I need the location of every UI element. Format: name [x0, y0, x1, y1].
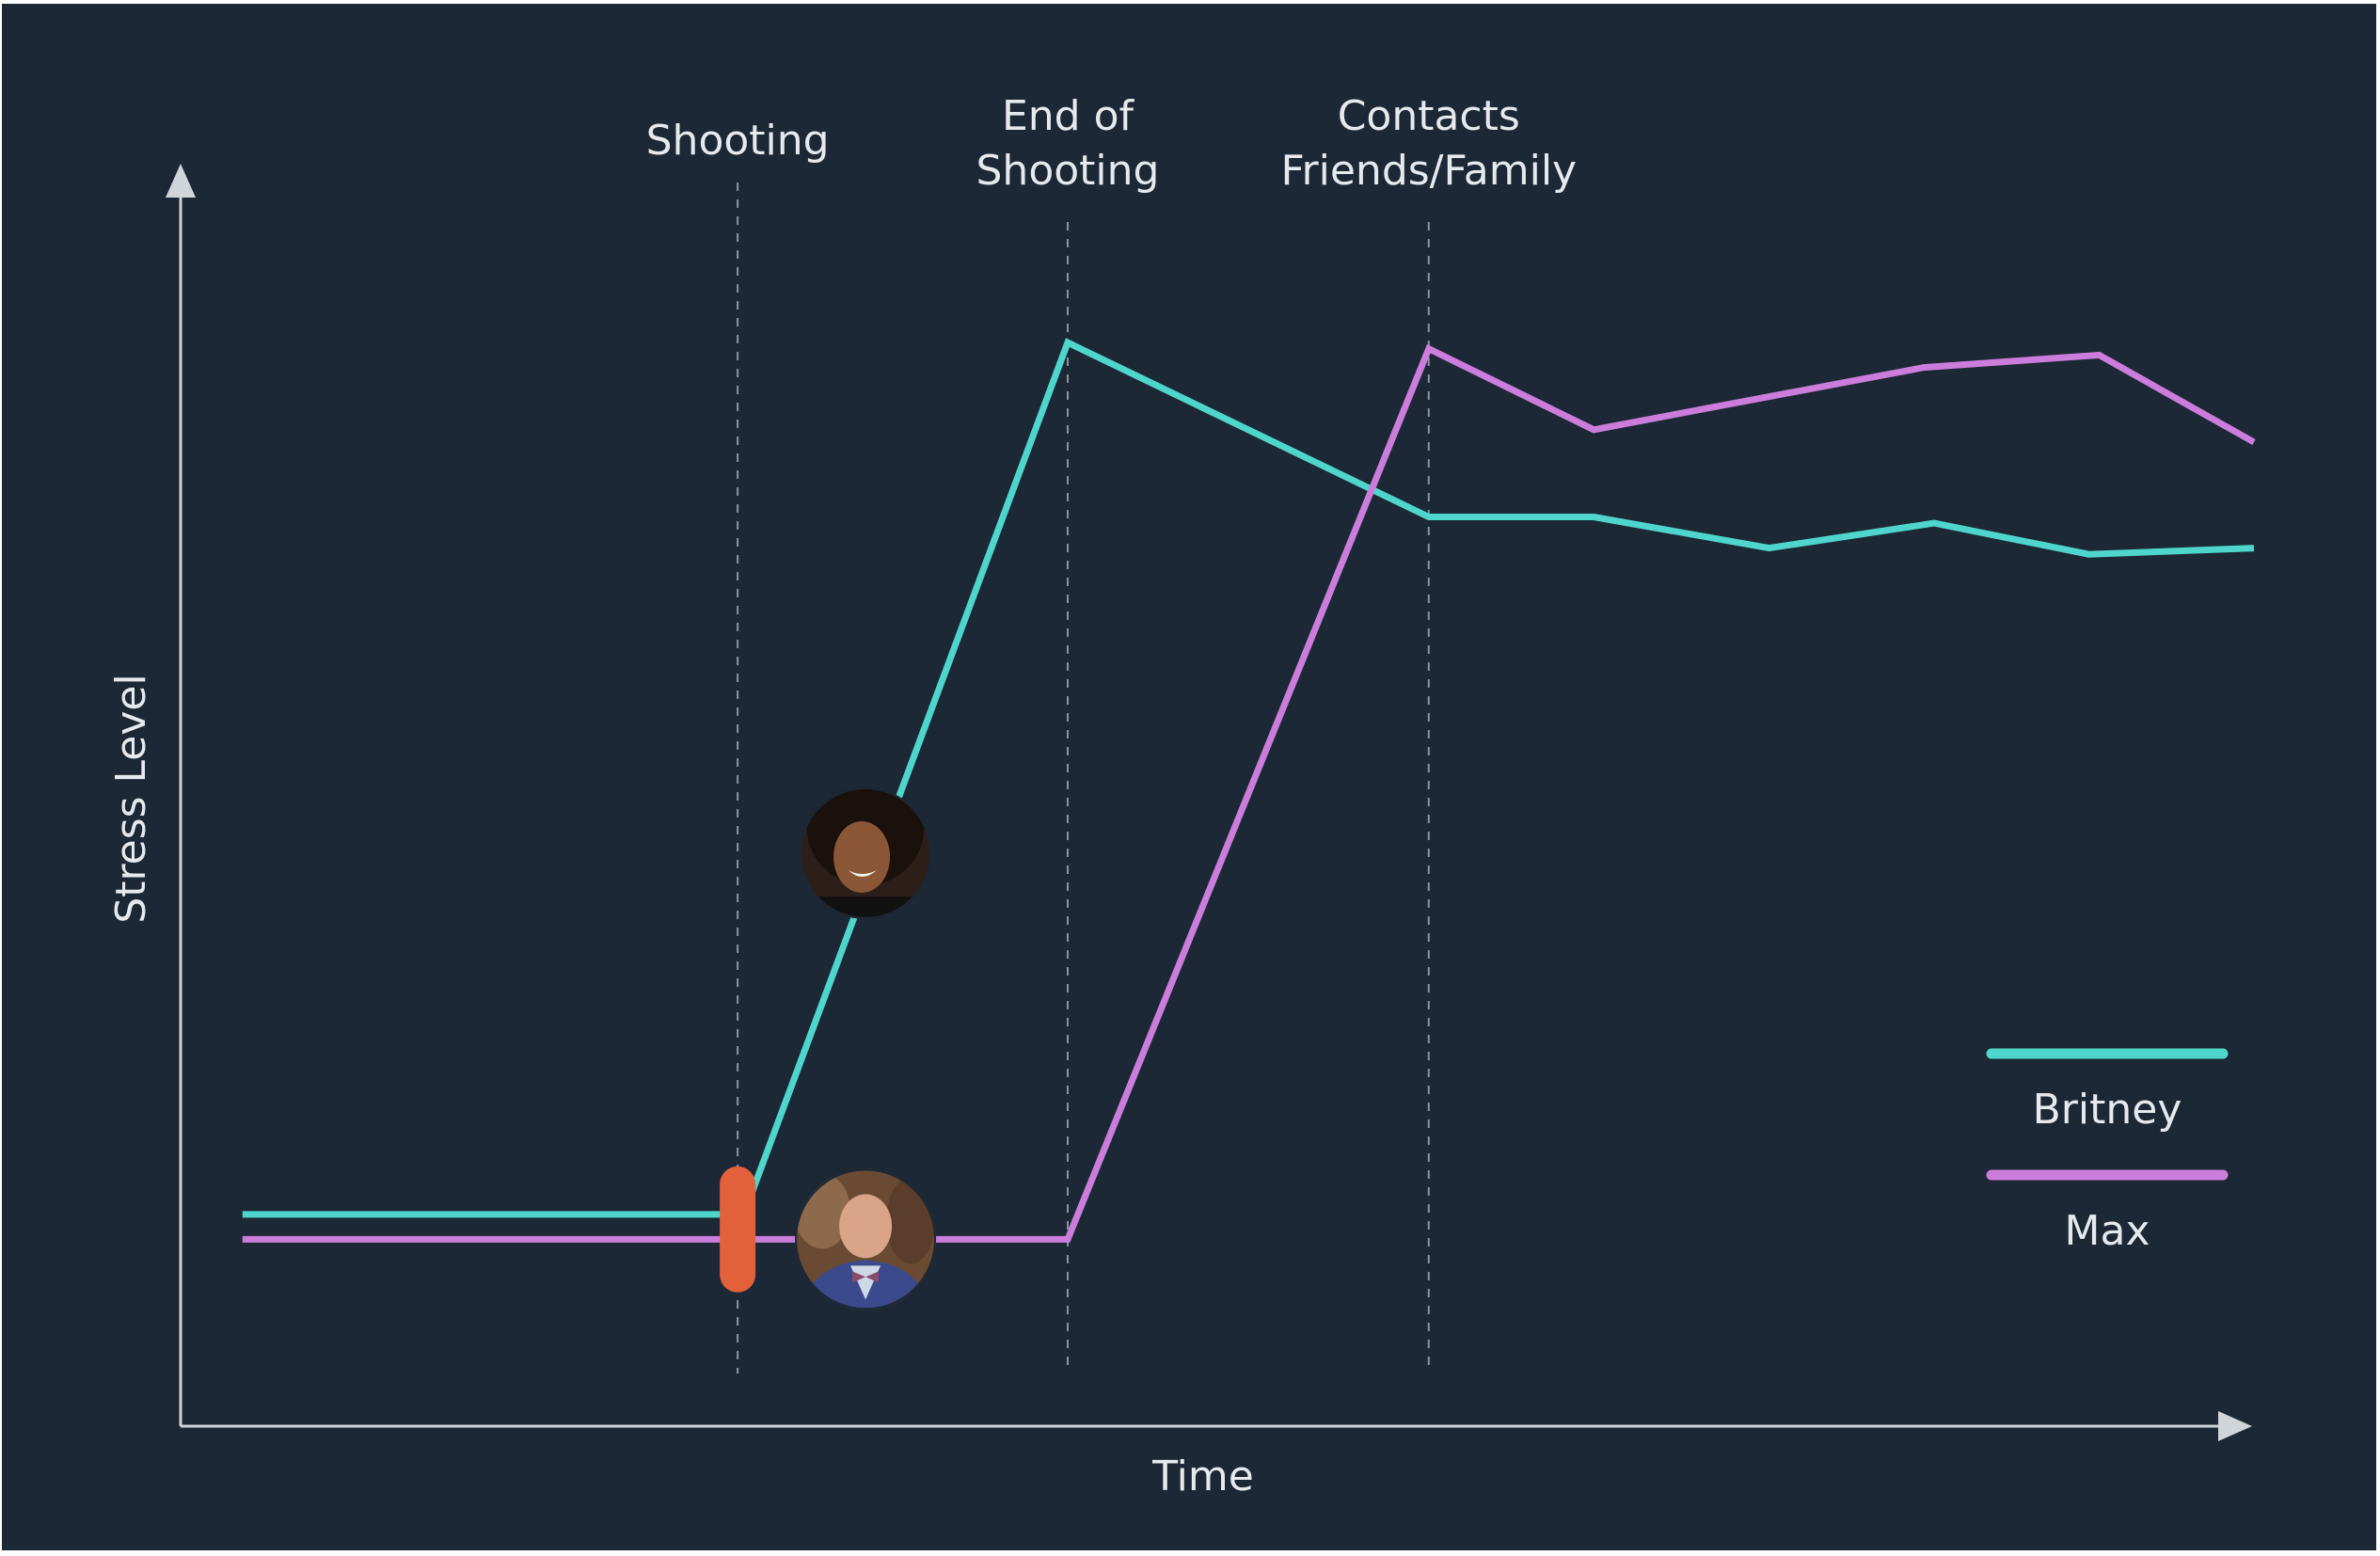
- series-lines: [242, 338, 2256, 1243]
- event-label: Shooting: [646, 117, 830, 165]
- series-line-britney: [242, 338, 2255, 1218]
- legend: Britney Max: [1986, 1048, 2229, 1255]
- event-label: Contacts: [1338, 92, 1520, 140]
- x-axis-arrow: [2218, 1411, 2252, 1441]
- legend-label-britney: Britney: [2033, 1086, 2182, 1134]
- markers: [720, 786, 937, 1310]
- avatar-britney: [800, 786, 932, 919]
- x-axis-label: Time: [1151, 1453, 1254, 1500]
- shooting-marker: [720, 1166, 756, 1293]
- event-lines: [737, 183, 1430, 1373]
- event-label: Shooting: [976, 147, 1160, 195]
- event-labels: Shooting End of Shooting Contacts Friends/Fa…: [646, 92, 1577, 195]
- series-line-max: [242, 343, 2256, 1243]
- y-axis-label: Stress Level: [107, 674, 155, 923]
- event-label: Friends/Family: [1280, 147, 1577, 195]
- axes: [166, 164, 2252, 1441]
- avatar-max: [795, 1168, 937, 1310]
- chart-frame: Shooting End of Shooting Contacts Friends/Fa…: [2, 4, 2376, 1550]
- y-axis-arrow: [166, 164, 196, 198]
- stress-timeline-chart: Shooting End of Shooting Contacts Friends/Fa…: [107, 92, 2256, 1500]
- legend-label-max: Max: [2065, 1207, 2150, 1255]
- event-label: End of: [1002, 92, 1135, 140]
